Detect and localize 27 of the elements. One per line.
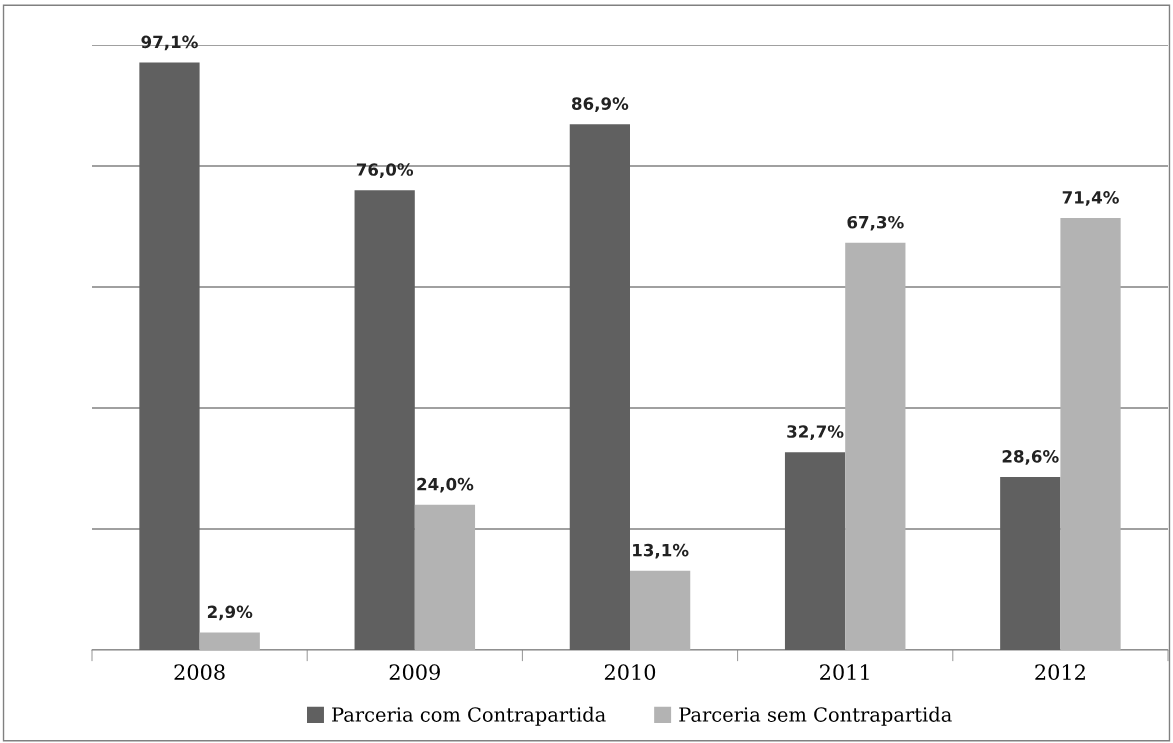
data-label: 24,0% <box>417 477 474 493</box>
bar <box>784 452 846 650</box>
bar <box>354 190 415 650</box>
legend-label: Parceria sem Contrapartida <box>679 706 952 726</box>
data-label: 32,7% <box>787 425 844 440</box>
bar <box>630 570 691 650</box>
x-tick-label: 2008 <box>174 664 225 681</box>
bar <box>569 124 630 650</box>
x-tick-label: 2010 <box>604 664 656 681</box>
data-label: 2,9% <box>207 605 253 621</box>
data-label: 28,6% <box>1002 450 1059 465</box>
bar <box>139 62 200 650</box>
data-label: 71,4% <box>1062 191 1119 206</box>
data-label: 13,1% <box>633 543 689 559</box>
data-label: 97,1% <box>141 35 198 51</box>
legend-label: Parceria com Contrapartida <box>332 706 606 726</box>
bar <box>845 242 906 650</box>
data-label: 76,0% <box>356 163 414 178</box>
data-label: 86,9% <box>571 97 629 113</box>
bar <box>414 504 476 650</box>
data-label: 67,3% <box>847 215 904 231</box>
x-tick-label: 2012 <box>1035 664 1085 681</box>
bar <box>199 632 260 650</box>
bar <box>1000 476 1061 650</box>
x-tick-label: 2011 <box>820 664 869 681</box>
bar <box>1060 218 1121 650</box>
x-tick-label: 2009 <box>389 664 440 681</box>
